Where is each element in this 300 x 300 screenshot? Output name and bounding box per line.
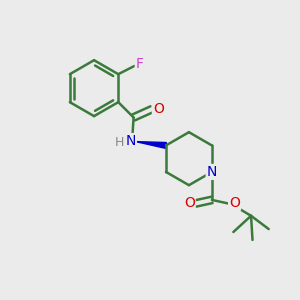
Text: H: H <box>115 136 124 149</box>
Text: O: O <box>153 102 164 116</box>
Text: F: F <box>136 58 144 71</box>
Text: O: O <box>229 196 240 210</box>
Text: N: N <box>125 134 136 148</box>
Text: O: O <box>184 196 195 210</box>
Polygon shape <box>136 142 166 148</box>
Text: N: N <box>207 165 217 179</box>
